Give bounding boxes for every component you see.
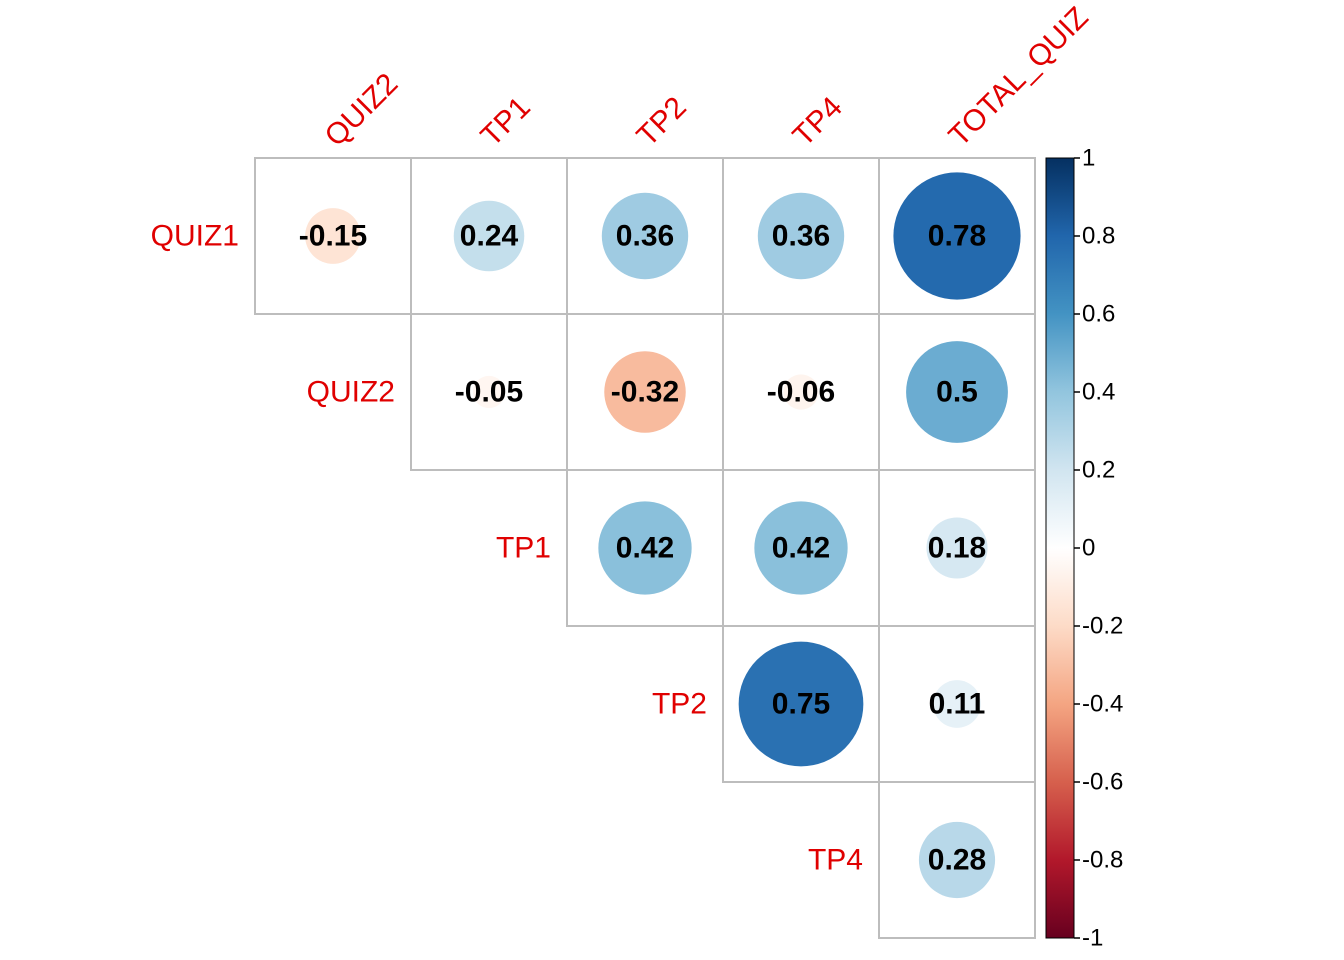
colorbar-gradient: [1045, 157, 1075, 939]
corr-circle-quiz2-tp4: [783, 374, 819, 410]
colorbar-tick-label: -0.4: [1082, 691, 1123, 718]
row-label-tp2: TP2: [652, 688, 707, 721]
corr-circle-quiz1-total-quiz: [893, 172, 1021, 300]
colorbar-tick-label: 0.2: [1082, 457, 1115, 484]
colorbar-tick-label: -0.2: [1082, 613, 1123, 640]
colorbar-tick-label: -0.6: [1082, 769, 1123, 796]
corr-value-quiz1-tp2: 0.36: [616, 220, 674, 253]
corr-value-quiz2-tp2: -0.32: [611, 376, 679, 409]
corr-circle-quiz2-total-quiz: [906, 341, 1008, 443]
colorbar-tick-label: -1: [1082, 925, 1103, 952]
corr-value-tp4-total-quiz: 0.28: [928, 844, 986, 877]
col-label-tp2: TP2: [631, 91, 693, 153]
corr-value-quiz2-tp4: -0.06: [767, 376, 835, 409]
col-label-quiz2: QUIZ2: [319, 67, 405, 153]
corr-value-tp1-tp4: 0.42: [772, 532, 830, 565]
corr-value-quiz1-tp4: 0.36: [772, 220, 830, 253]
corr-value-quiz2-tp1: -0.05: [455, 376, 523, 409]
colorbar: 1 0.8 0.6 0.4 0.2 0 -0.2 -0.4 -0.6 -0.8 -1: [1045, 145, 1123, 952]
corr-circle-tp1-tp2: [598, 501, 692, 595]
cells-layer: -0.15 0.24 0.36 0.36 0.78 -0.05 -0.32 -0.06 0.5 0…: [254, 157, 1036, 939]
corr-value-tp2-tp4: 0.75: [772, 688, 830, 721]
corr-value-quiz1-quiz2: -0.15: [299, 220, 367, 253]
corr-value-tp1-total-quiz: 0.18: [928, 532, 986, 565]
colorbar-tick-label: 0.8: [1082, 223, 1115, 250]
row-label-quiz1: QUIZ1: [151, 220, 239, 253]
corr-value-tp2-total-quiz: 0.11: [929, 688, 986, 721]
col-label-tp4: TP4: [787, 91, 849, 153]
corr-circle-quiz1-tp1: [453, 200, 525, 272]
corr-circle-tp4-total-quiz: [918, 821, 996, 899]
row-labels: QUIZ1 QUIZ2 TP1 TP2 TP4: [151, 220, 863, 877]
col-label-tp1: TP1: [475, 91, 537, 153]
corr-circle-tp1-total-quiz: [926, 517, 988, 579]
corr-circle-quiz2-tp2: [604, 351, 686, 433]
row-label-tp1: TP1: [496, 532, 551, 565]
corr-circle-quiz2-tp1: [472, 375, 506, 409]
corr-value-quiz1-total-quiz: 0.78: [928, 220, 986, 253]
corr-value-quiz2-total-quiz: 0.5: [936, 376, 978, 409]
cell-box-tp4-total-quiz: [878, 781, 1036, 939]
col-label-total-quiz: TOTAL_QUIZ: [943, 1, 1095, 153]
corr-circle-quiz1-tp2: [601, 192, 689, 280]
corr-value-quiz1-tp1: 0.24: [460, 220, 519, 253]
corr-circle-quiz1-quiz2: [305, 208, 361, 264]
colorbar-tick-label: 0: [1082, 535, 1095, 562]
corr-circle-tp2-tp4: [738, 641, 864, 767]
corr-circle-tp2-total-quiz: [933, 680, 981, 728]
col-labels: QUIZ2 TP1 TP2 TP4 TOTAL_QUIZ: [319, 1, 1095, 153]
row-label-quiz2: QUIZ2: [307, 376, 395, 409]
colorbar-tick-label: 0.6: [1082, 301, 1115, 328]
colorbar-tick-label: 1: [1082, 145, 1095, 172]
corr-value-tp1-tp2: 0.42: [616, 532, 674, 565]
corr-circle-tp1-tp4: [754, 501, 848, 595]
colorbar-tick-label: -0.8: [1082, 847, 1123, 874]
corr-circle-quiz1-tp4: [757, 192, 845, 280]
row-label-tp4: TP4: [808, 844, 863, 877]
colorbar-tick-label: 0.4: [1082, 379, 1115, 406]
